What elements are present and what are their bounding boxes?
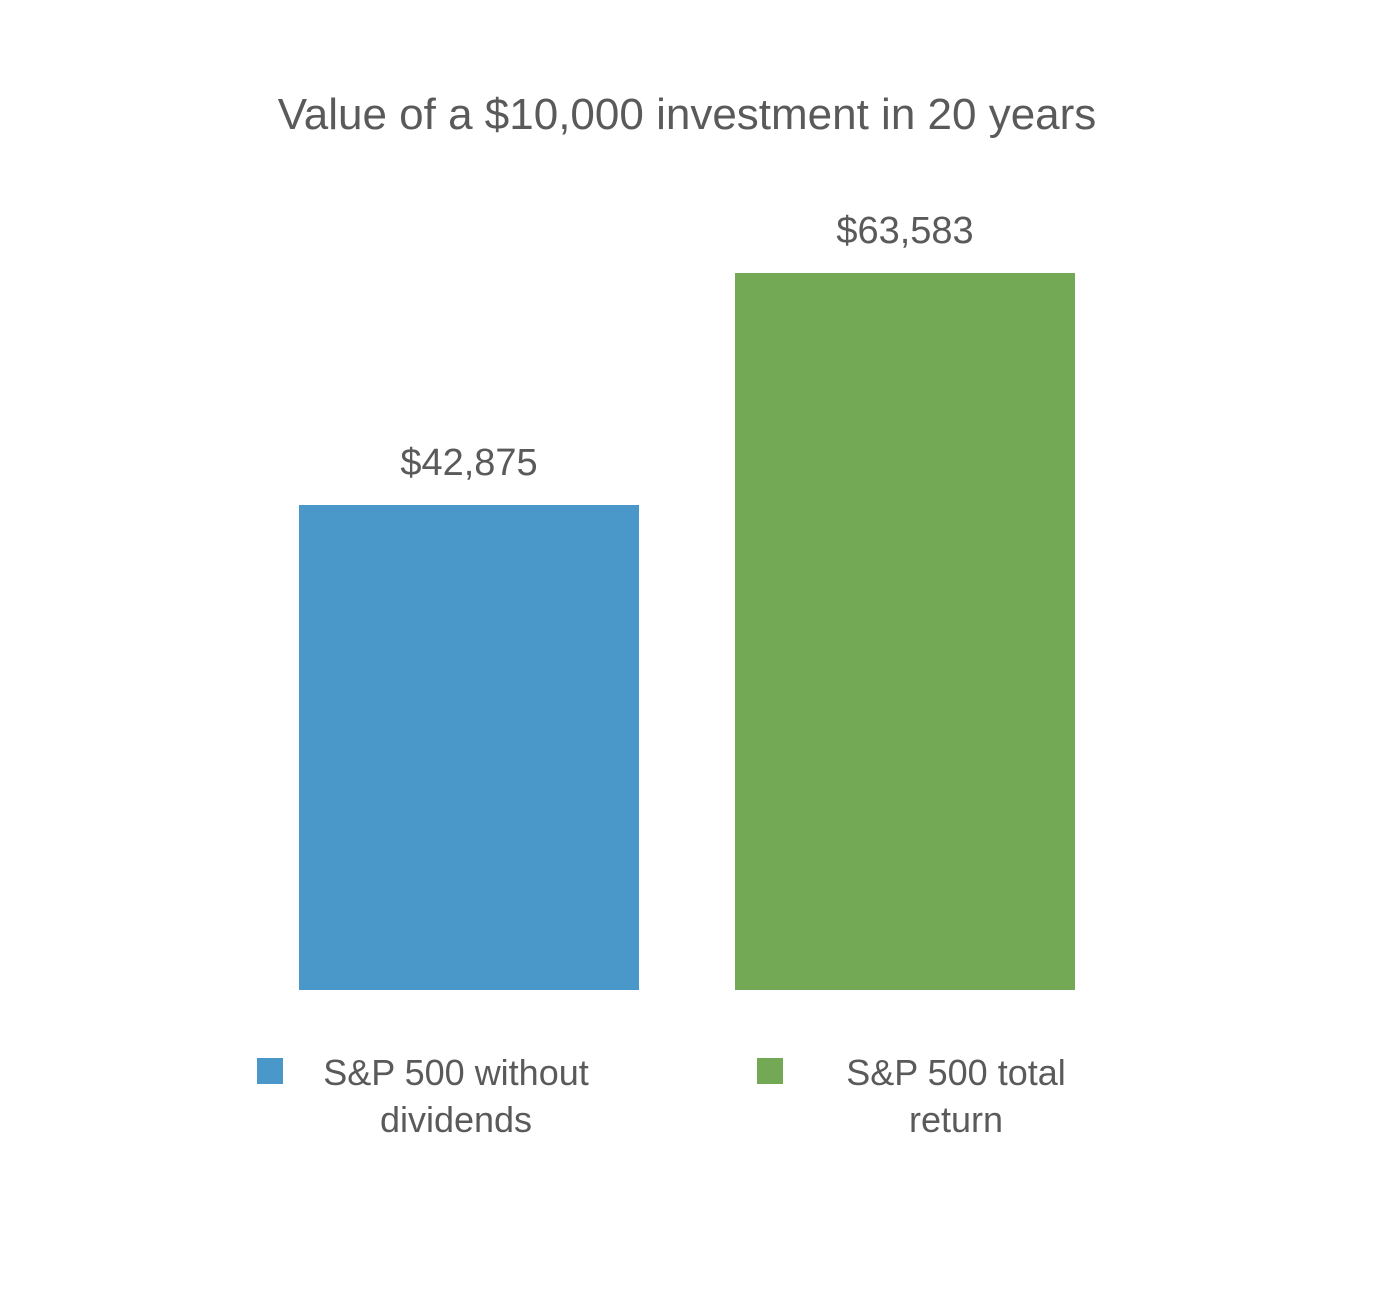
legend-swatch-1 [757,1058,783,1084]
bar-group-1: $63,583 [735,210,1075,990]
bars-area: $42,875 $63,583 [299,210,1075,990]
legend-item-0: S&P 500 without dividends [257,1050,617,1144]
chart-title: Value of a $10,000 investment in 20 year… [278,90,1097,140]
legend-swatch-0 [257,1058,283,1084]
bar-value-label-1: $63,583 [836,210,973,253]
legend-item-1: S&P 500 total return [757,1050,1117,1144]
bar-0 [299,505,639,991]
bar-value-label-0: $42,875 [400,442,537,485]
chart-container: Value of a $10,000 investment in 20 year… [0,0,1374,1298]
bar-group-0: $42,875 [299,210,639,990]
bar-1 [735,273,1075,990]
chart-legend: S&P 500 without dividends S&P 500 total … [257,1050,1117,1144]
legend-text-1: S&P 500 total return [795,1050,1117,1144]
legend-text-0: S&P 500 without dividends [295,1050,617,1144]
